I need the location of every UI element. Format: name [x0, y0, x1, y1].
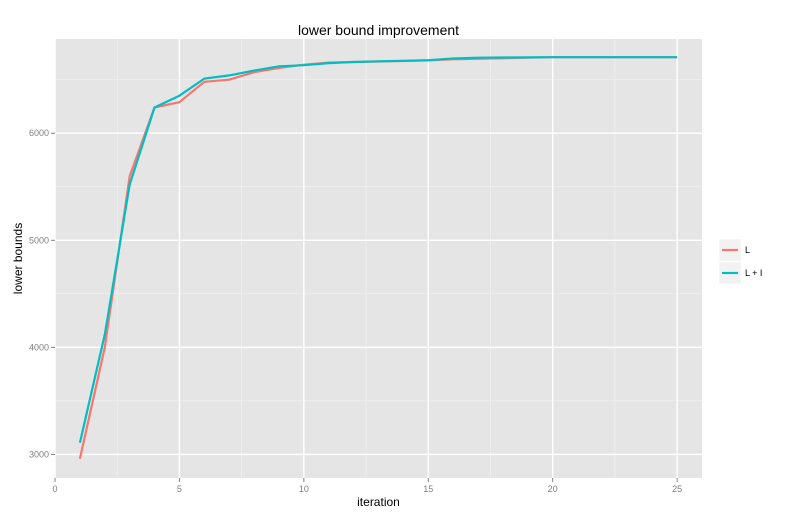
y-axis-title: lower bounds [11, 223, 25, 294]
y-tick-label: 5000 [29, 235, 49, 245]
legend-label: L [745, 245, 750, 255]
plot-background [55, 39, 702, 478]
x-tick-label: 20 [548, 484, 558, 494]
x-axis: 0 5 10 15 20 25 [52, 478, 682, 494]
x-tick-label: 5 [177, 484, 182, 494]
y-axis: 3000 4000 5000 6000 [29, 128, 55, 459]
legend-label: L + I [745, 268, 762, 278]
minor-grid [55, 39, 702, 478]
legend: L L + I [718, 238, 762, 285]
x-axis-title: iteration [357, 495, 400, 509]
y-tick-label: 3000 [29, 449, 49, 459]
series-line-2 [78, 56, 678, 443]
major-grid [54, 39, 702, 478]
y-tick-label: 6000 [29, 128, 49, 138]
chart-title: lower bound improvement [298, 22, 459, 38]
y-tick-label: 4000 [29, 342, 49, 352]
series-layer [78, 56, 678, 459]
x-tick-label: 25 [672, 484, 682, 494]
x-tick-label: 0 [52, 484, 57, 494]
x-tick-label: 10 [299, 484, 309, 494]
x-tick-label: 15 [423, 484, 433, 494]
